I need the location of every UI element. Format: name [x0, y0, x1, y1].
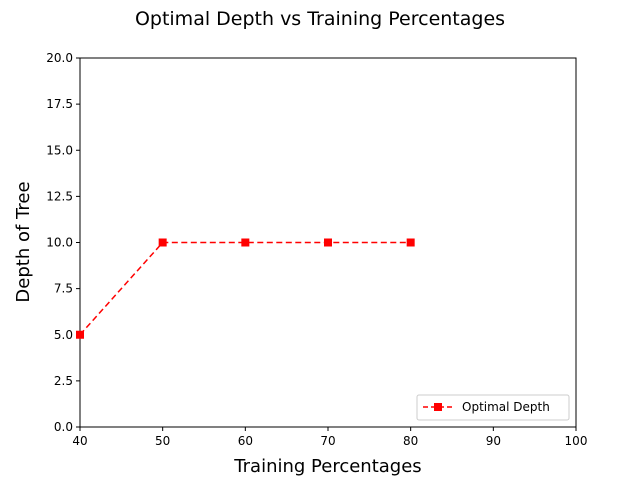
x-tick-label: 40	[72, 434, 87, 448]
data-point-marker	[241, 238, 250, 247]
legend-entry-label: Optimal Depth	[462, 400, 550, 414]
x-axis-label: Training Percentages	[233, 456, 421, 477]
y-tick-label: 20.0	[46, 51, 73, 65]
x-tick-label: 100	[565, 434, 588, 448]
y-tick-label: 17.5	[46, 97, 73, 111]
y-axis: 0.0 2.5 5.0 7.5 10.0 12.5 15.0 17.5 20.0	[46, 51, 80, 434]
data-point-marker	[76, 330, 84, 339]
x-tick-label: 60	[238, 434, 253, 448]
y-axis-label: Depth of Tree	[13, 181, 34, 302]
y-tick-label: 7.5	[54, 282, 73, 296]
data-point-marker	[406, 238, 415, 247]
x-tick-label: 70	[320, 434, 335, 448]
series-layer	[76, 238, 415, 339]
x-tick-label: 50	[155, 434, 170, 448]
data-point-marker	[158, 238, 167, 247]
legend-marker-square	[434, 403, 442, 411]
x-tick-label: 80	[403, 434, 418, 448]
y-tick-label: 0.0	[54, 420, 73, 434]
chart-title: Optimal Depth vs Training Percentages	[135, 8, 505, 30]
y-tick-label: 12.5	[46, 189, 73, 203]
x-tick-label: 90	[486, 434, 501, 448]
y-tick-label: 5.0	[54, 328, 73, 342]
data-point-marker	[324, 238, 332, 247]
legend: Optimal Depth	[416, 394, 570, 421]
y-tick-label: 10.0	[46, 236, 73, 250]
x-axis: 40 50 60 70 80 90 100	[72, 427, 587, 448]
y-tick-label: 2.5	[54, 374, 73, 388]
y-tick-label: 15.0	[46, 143, 73, 157]
series-line	[79, 241, 411, 336]
legend-box	[416, 394, 570, 421]
